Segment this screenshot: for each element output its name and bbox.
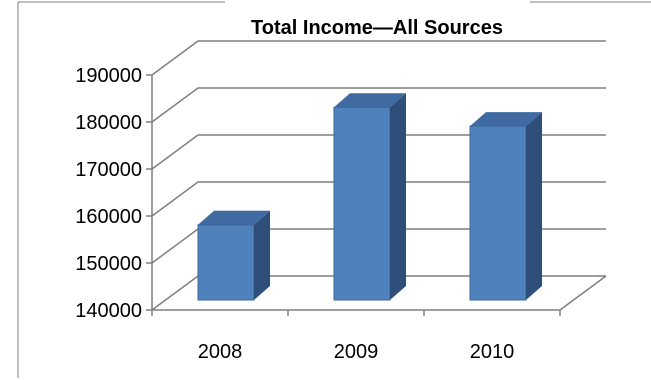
y-tick-label: 190000 <box>75 65 142 87</box>
y-tick-label: 180000 <box>75 112 142 134</box>
bar-top <box>470 112 542 127</box>
bar-2009 <box>333 93 406 301</box>
bar-front <box>197 224 255 301</box>
gridline <box>151 40 606 76</box>
bar-side <box>254 210 270 300</box>
bar-side <box>526 112 542 300</box>
x-tick-label: 2008 <box>198 341 243 363</box>
x-tick-label: 2009 <box>334 341 379 363</box>
bar-front <box>469 125 527 301</box>
x-tick-label: 2010 <box>470 341 515 363</box>
bar-2008 <box>197 210 270 301</box>
y-tick-label: 140000 <box>75 300 142 322</box>
y-tick-label: 170000 <box>75 159 142 181</box>
bar-front <box>333 106 391 301</box>
gridline <box>151 87 606 123</box>
bar-2010 <box>469 112 542 301</box>
chart-title: Total Income—All Sources <box>251 17 503 39</box>
bar-side <box>390 93 406 300</box>
y-tick-label: 150000 <box>75 253 142 275</box>
bar-top <box>198 210 270 225</box>
y-tick-label: 160000 <box>75 206 142 228</box>
bar-top <box>334 93 406 108</box>
